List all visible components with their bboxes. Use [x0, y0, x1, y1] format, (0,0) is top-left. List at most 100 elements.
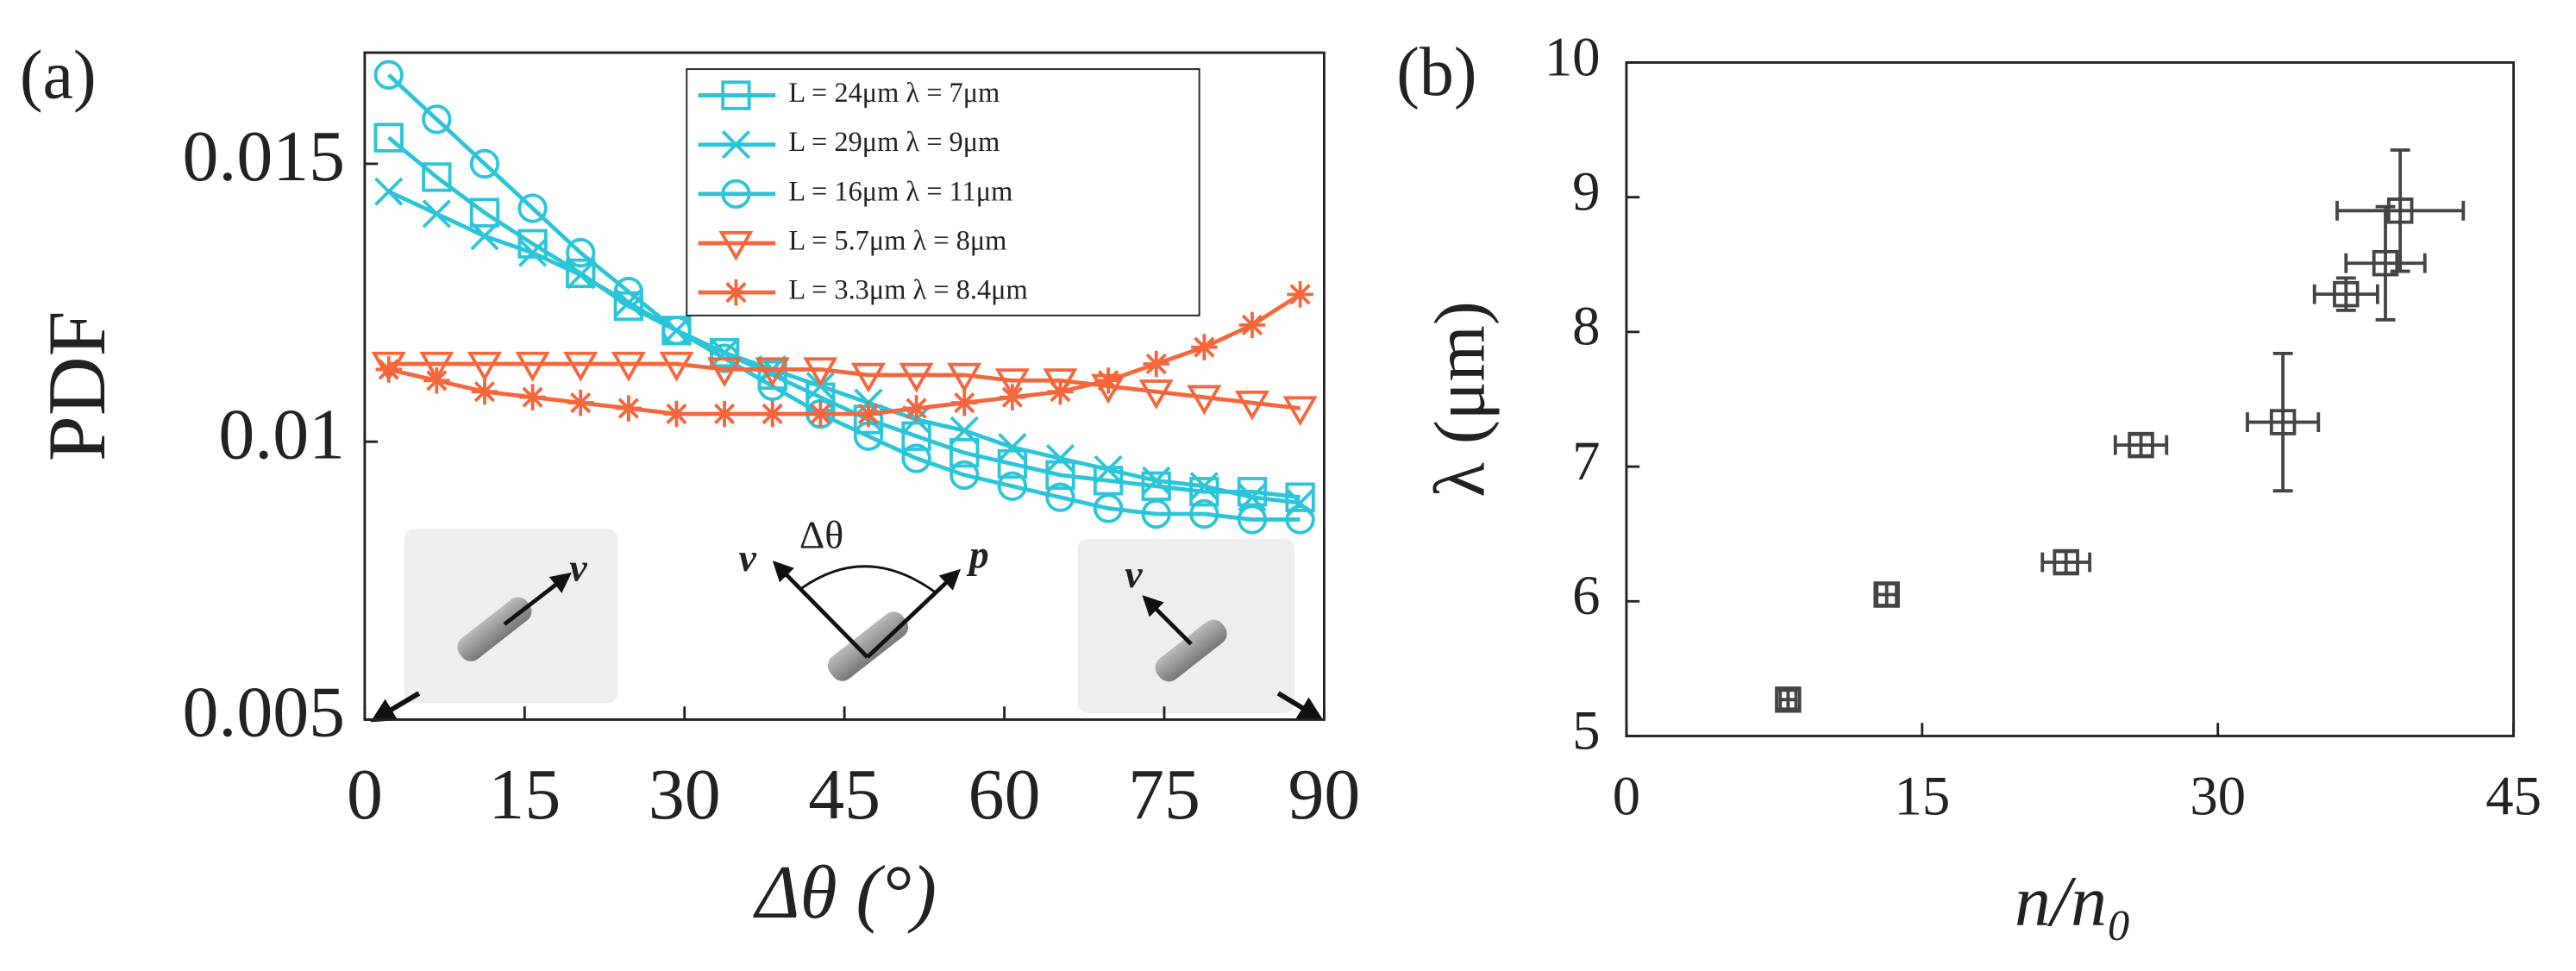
- marker: [615, 395, 642, 422]
- x-tick-label: 30: [649, 755, 721, 835]
- data-point: [2269, 409, 2297, 435]
- marker: [707, 357, 743, 387]
- marker: [1187, 385, 1222, 416]
- plot-frame: [1625, 61, 2516, 737]
- data-point: [1775, 686, 1802, 713]
- x-error-bar: [2246, 412, 2321, 432]
- marker: [1045, 443, 1075, 473]
- marker: [803, 357, 838, 387]
- marker: [467, 351, 503, 382]
- x-tick-label: 60: [968, 755, 1041, 835]
- marker: [950, 416, 979, 445]
- marker: [850, 362, 887, 393]
- marker: [470, 222, 499, 251]
- marker: [1238, 483, 1267, 512]
- series-line: [387, 135, 1301, 500]
- marker: [422, 162, 452, 192]
- y-tick-label: 9: [1572, 161, 1600, 223]
- x-axis-label: n/n₀: [2015, 861, 2132, 942]
- annotation: Δθ: [799, 512, 843, 556]
- x-tick-label: 30: [2190, 766, 2246, 828]
- x-axis-label: Δθ (°): [753, 850, 937, 934]
- marker: [566, 258, 596, 289]
- marker: [1238, 311, 1266, 339]
- marker: [947, 362, 982, 393]
- legend-label: L = 3.3μm λ = 8.4μm: [788, 275, 1027, 306]
- x-error-bar: [2344, 253, 2427, 273]
- x-tick-label: 15: [1894, 766, 1950, 828]
- data-point: [2053, 548, 2079, 576]
- y-tick-label: 0.01: [218, 394, 345, 474]
- panel-label: (b): [1396, 34, 1476, 110]
- x-error-bar: [2040, 552, 2092, 573]
- legend-label: L = 24μm λ = 7μm: [788, 78, 1000, 109]
- y-tick-label: 10: [1545, 26, 1601, 88]
- marker: [1094, 454, 1123, 485]
- marker: [721, 179, 751, 210]
- marker: [757, 371, 787, 401]
- x-tick-label: 45: [808, 755, 881, 835]
- series-line: [387, 73, 1301, 522]
- x-tick-label: 90: [1288, 755, 1361, 835]
- marker: [422, 104, 452, 135]
- marker: [759, 400, 786, 428]
- marker: [1287, 281, 1313, 308]
- marker: [901, 443, 931, 473]
- marker: [423, 367, 450, 394]
- legend-label: L = 29μm λ = 9μm: [788, 127, 1000, 158]
- marker: [1189, 498, 1219, 529]
- marker: [519, 384, 546, 410]
- y-axis-label: λ (μm): [1420, 301, 1500, 498]
- marker: [903, 395, 930, 422]
- marker: [419, 351, 454, 382]
- annotation: p: [966, 532, 989, 576]
- marker: [422, 199, 451, 229]
- data-point: [2386, 197, 2414, 224]
- y-axis-label: PDF: [31, 310, 122, 461]
- x-error-bar: [2312, 284, 2379, 304]
- marker: [614, 288, 643, 317]
- marker: [899, 362, 934, 393]
- marker: [374, 177, 404, 206]
- series-line: [387, 190, 1301, 505]
- marker: [373, 122, 404, 153]
- annotation: v: [739, 536, 757, 579]
- y-tick-label: 6: [1572, 565, 1600, 627]
- marker: [721, 130, 751, 160]
- inset-schematic: [370, 529, 1324, 723]
- marker: [1191, 334, 1218, 360]
- annotation: v: [569, 545, 587, 589]
- x-tick-label: 75: [1128, 755, 1200, 835]
- marker: [1047, 378, 1074, 405]
- marker: [613, 277, 643, 307]
- x-tick-label: 0: [347, 755, 383, 835]
- marker: [1282, 396, 1318, 427]
- marker: [469, 148, 500, 179]
- marker: [711, 400, 738, 428]
- marker: [1045, 482, 1075, 512]
- data-point: [2128, 431, 2154, 459]
- marker: [1093, 493, 1124, 523]
- marker: [950, 460, 980, 491]
- marker: [469, 197, 500, 228]
- marker: [999, 384, 1026, 410]
- marker: [1143, 350, 1169, 378]
- marker: [1141, 498, 1171, 529]
- marker: [901, 421, 931, 451]
- marker: [566, 260, 595, 290]
- data-point: [2333, 280, 2360, 308]
- marker: [563, 351, 599, 382]
- x-error-bar: [2335, 200, 2466, 221]
- x-error-bar: [2113, 435, 2169, 455]
- marker: [1285, 482, 1315, 512]
- marker: [950, 389, 978, 417]
- marker: [373, 60, 404, 90]
- marker: [1142, 466, 1171, 495]
- data-point: [1873, 581, 1900, 608]
- marker: [807, 400, 834, 428]
- marker: [723, 279, 749, 306]
- marker: [994, 368, 1030, 398]
- marker: [375, 356, 402, 383]
